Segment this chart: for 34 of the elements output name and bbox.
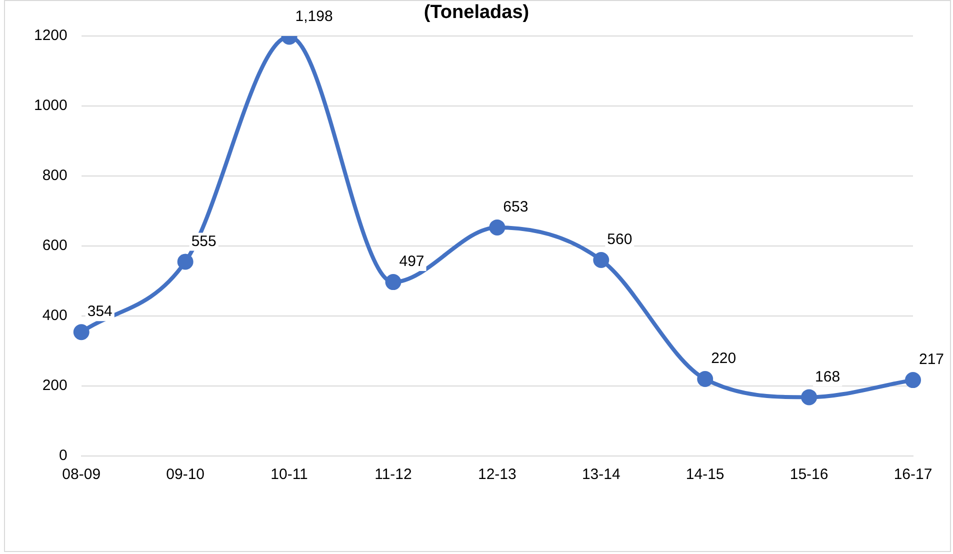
point (905, 372, 921, 388)
data-label: 555 (191, 232, 216, 250)
y-tick-label: 200 (42, 377, 68, 394)
point (385, 274, 402, 290)
data-label: 653 (503, 198, 528, 216)
data-label: 354 (87, 303, 112, 320)
point (593, 252, 610, 268)
point (177, 254, 194, 270)
y-tick-label: 0 (59, 447, 68, 464)
data-label: 220 (711, 350, 736, 368)
data-label: 217 (919, 351, 944, 368)
x-tick-label: 09-10 (166, 466, 205, 484)
x-tick-label: 15-16 (790, 466, 828, 484)
data-label: 1,198 (295, 8, 333, 25)
point (697, 371, 714, 387)
chart-title: (Toneladas) (424, 2, 530, 23)
x-tick-label: 14-15 (686, 466, 724, 484)
y-tick-label: 400 (42, 307, 68, 324)
data-label: 497 (399, 253, 424, 270)
x-tick-label: 16-17 (894, 466, 932, 484)
x-tick-label: 11-12 (374, 466, 412, 484)
y-tick-label: 600 (42, 237, 68, 254)
y-tick-label: 1000 (34, 97, 68, 114)
y-tick-label: 800 (42, 167, 68, 184)
point (489, 219, 506, 236)
x-tick-label: 12-13 (478, 466, 516, 484)
data-label: 168 (815, 368, 840, 386)
point (801, 389, 818, 406)
point (73, 324, 90, 340)
x-tick-label: 08-09 (62, 466, 101, 484)
y-tick-label: 1200 (34, 27, 68, 44)
data-label: 560 (607, 231, 632, 248)
x-tick-label: 13-14 (582, 466, 620, 484)
x-tick-label: 10-11 (270, 466, 308, 484)
